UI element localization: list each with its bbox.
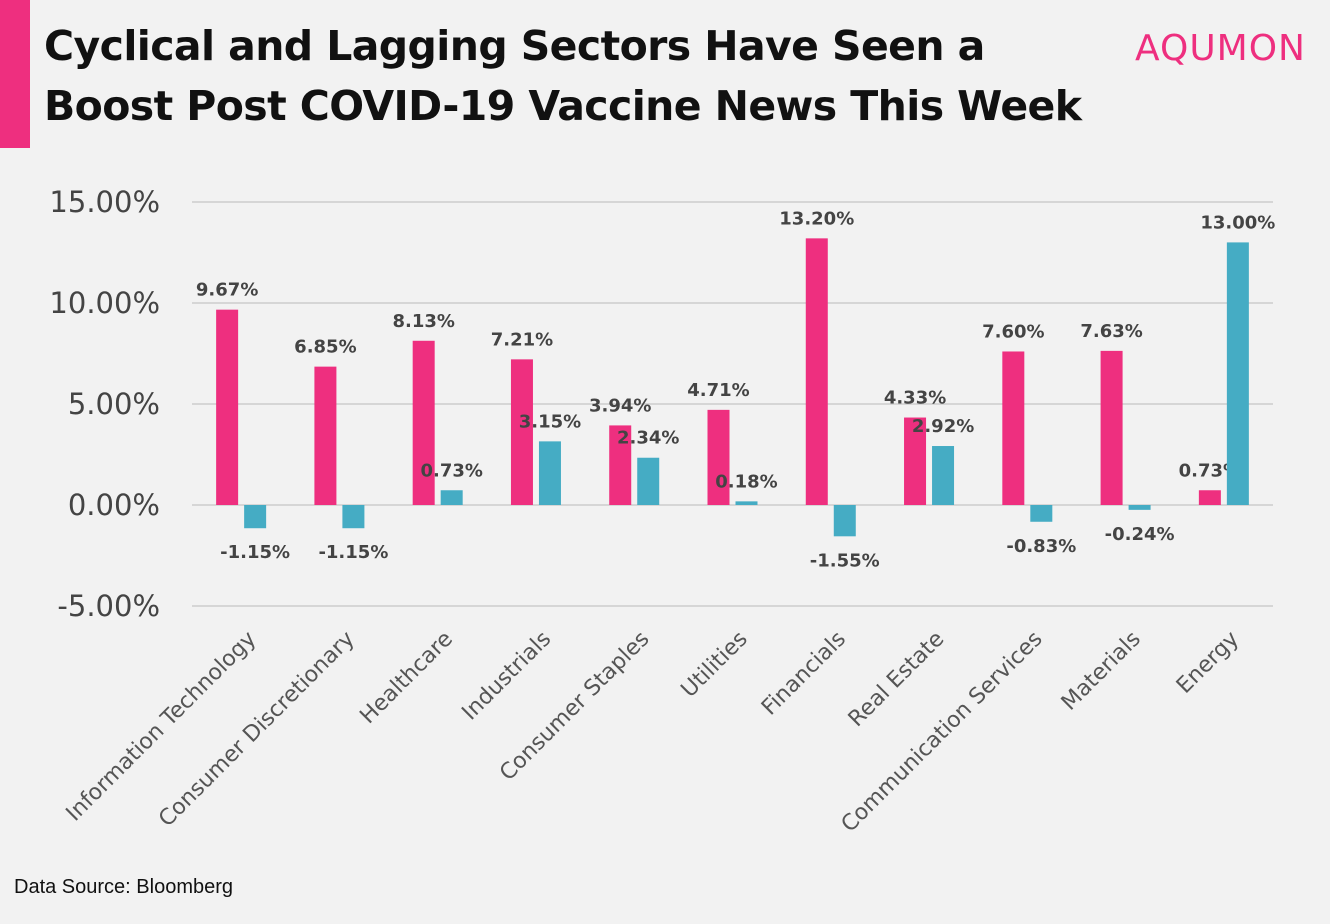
x-tick-label: Materials [1057, 627, 1146, 716]
data-label: -1.15% [318, 542, 388, 563]
title-line-2: Boost Post COVID-19 Vaccine News This We… [44, 82, 1082, 130]
data-label: 6.85% [294, 337, 356, 358]
x-tick-label: Communication Services [837, 627, 1048, 838]
data-label: 4.33% [884, 388, 946, 409]
data-label: 2.34% [617, 428, 679, 449]
brand-logo: AQUMON [1134, 28, 1306, 69]
data-label: 0.18% [715, 471, 777, 492]
y-tick-label: 10.00% [49, 286, 160, 320]
bar-chart: 15.00% 10.00% 5.00% 0.00% -5.00% 9.67% -1.15% I… [49, 185, 1275, 838]
data-label: -0.24% [1105, 524, 1175, 545]
data-label: -0.83% [1006, 536, 1076, 557]
bar-series-2 [342, 505, 365, 529]
chart-title: Cyclical and Lagging Sectors Have Seen a… [44, 16, 1104, 136]
data-label: 7.60% [982, 321, 1044, 342]
data-label: 0.73% [420, 460, 482, 481]
bar-series-2 [932, 446, 955, 505]
data-label: 4.71% [687, 380, 749, 401]
x-tick-label: Utilities [677, 627, 753, 703]
data-label: 9.67% [196, 280, 258, 301]
y-tick-label: 15.00% [49, 185, 160, 219]
bar-series-2 [538, 441, 561, 505]
bar-series-2 [1226, 242, 1249, 505]
data-label: 3.15% [519, 411, 581, 432]
x-tick-label: Consumer Discretionary [154, 627, 359, 832]
data-label: 2.92% [912, 416, 974, 437]
x-tick-label: Industrials [457, 627, 556, 726]
y-tick-label: 0.00% [68, 488, 160, 522]
data-label: 13.00% [1200, 212, 1275, 233]
bar-series-1 [510, 359, 533, 505]
y-tick-label: 5.00% [68, 387, 160, 421]
bar-series-2 [244, 505, 267, 529]
x-tick-label: Real Estate [844, 627, 949, 732]
bar-series-1 [216, 309, 239, 505]
bar-series-1 [1198, 490, 1221, 505]
x-tick-label: Healthcare [355, 627, 457, 729]
x-tick-label: Information Technology [62, 627, 262, 827]
data-label: -1.55% [810, 550, 880, 571]
bar-series-1 [609, 425, 632, 505]
data-label: 0.73% [1179, 460, 1241, 481]
data-label: -1.15% [220, 542, 290, 563]
title-line-1: Cyclical and Lagging Sectors Have Seen a [44, 22, 985, 70]
accent-bar [0, 0, 30, 148]
bar-series-1 [904, 417, 927, 505]
bar-series-2 [440, 490, 463, 505]
data-label: 7.21% [491, 329, 553, 350]
y-tick-label: -5.00% [57, 589, 160, 623]
bar-series-2 [735, 501, 758, 505]
bar-series-1 [314, 366, 337, 505]
data-source: Data Source: Bloomberg [14, 876, 234, 898]
data-label: 8.13% [392, 311, 454, 332]
bar-series-1 [707, 409, 730, 505]
x-tick-label: Energy [1172, 627, 1244, 699]
data-label: 7.63% [1080, 321, 1142, 342]
bar-series-1 [412, 340, 435, 505]
bar-series-2 [1128, 505, 1151, 510]
x-tick-label: Financials [757, 627, 851, 721]
data-label: 3.94% [589, 395, 651, 416]
bar-series-1 [1002, 351, 1025, 505]
bar-series-1 [1100, 350, 1123, 505]
bar-series-2 [833, 505, 856, 537]
bar-series-2 [637, 457, 660, 505]
bar-series-2 [1030, 505, 1053, 522]
data-label: 13.20% [779, 208, 854, 229]
bar-series-1 [805, 238, 828, 506]
